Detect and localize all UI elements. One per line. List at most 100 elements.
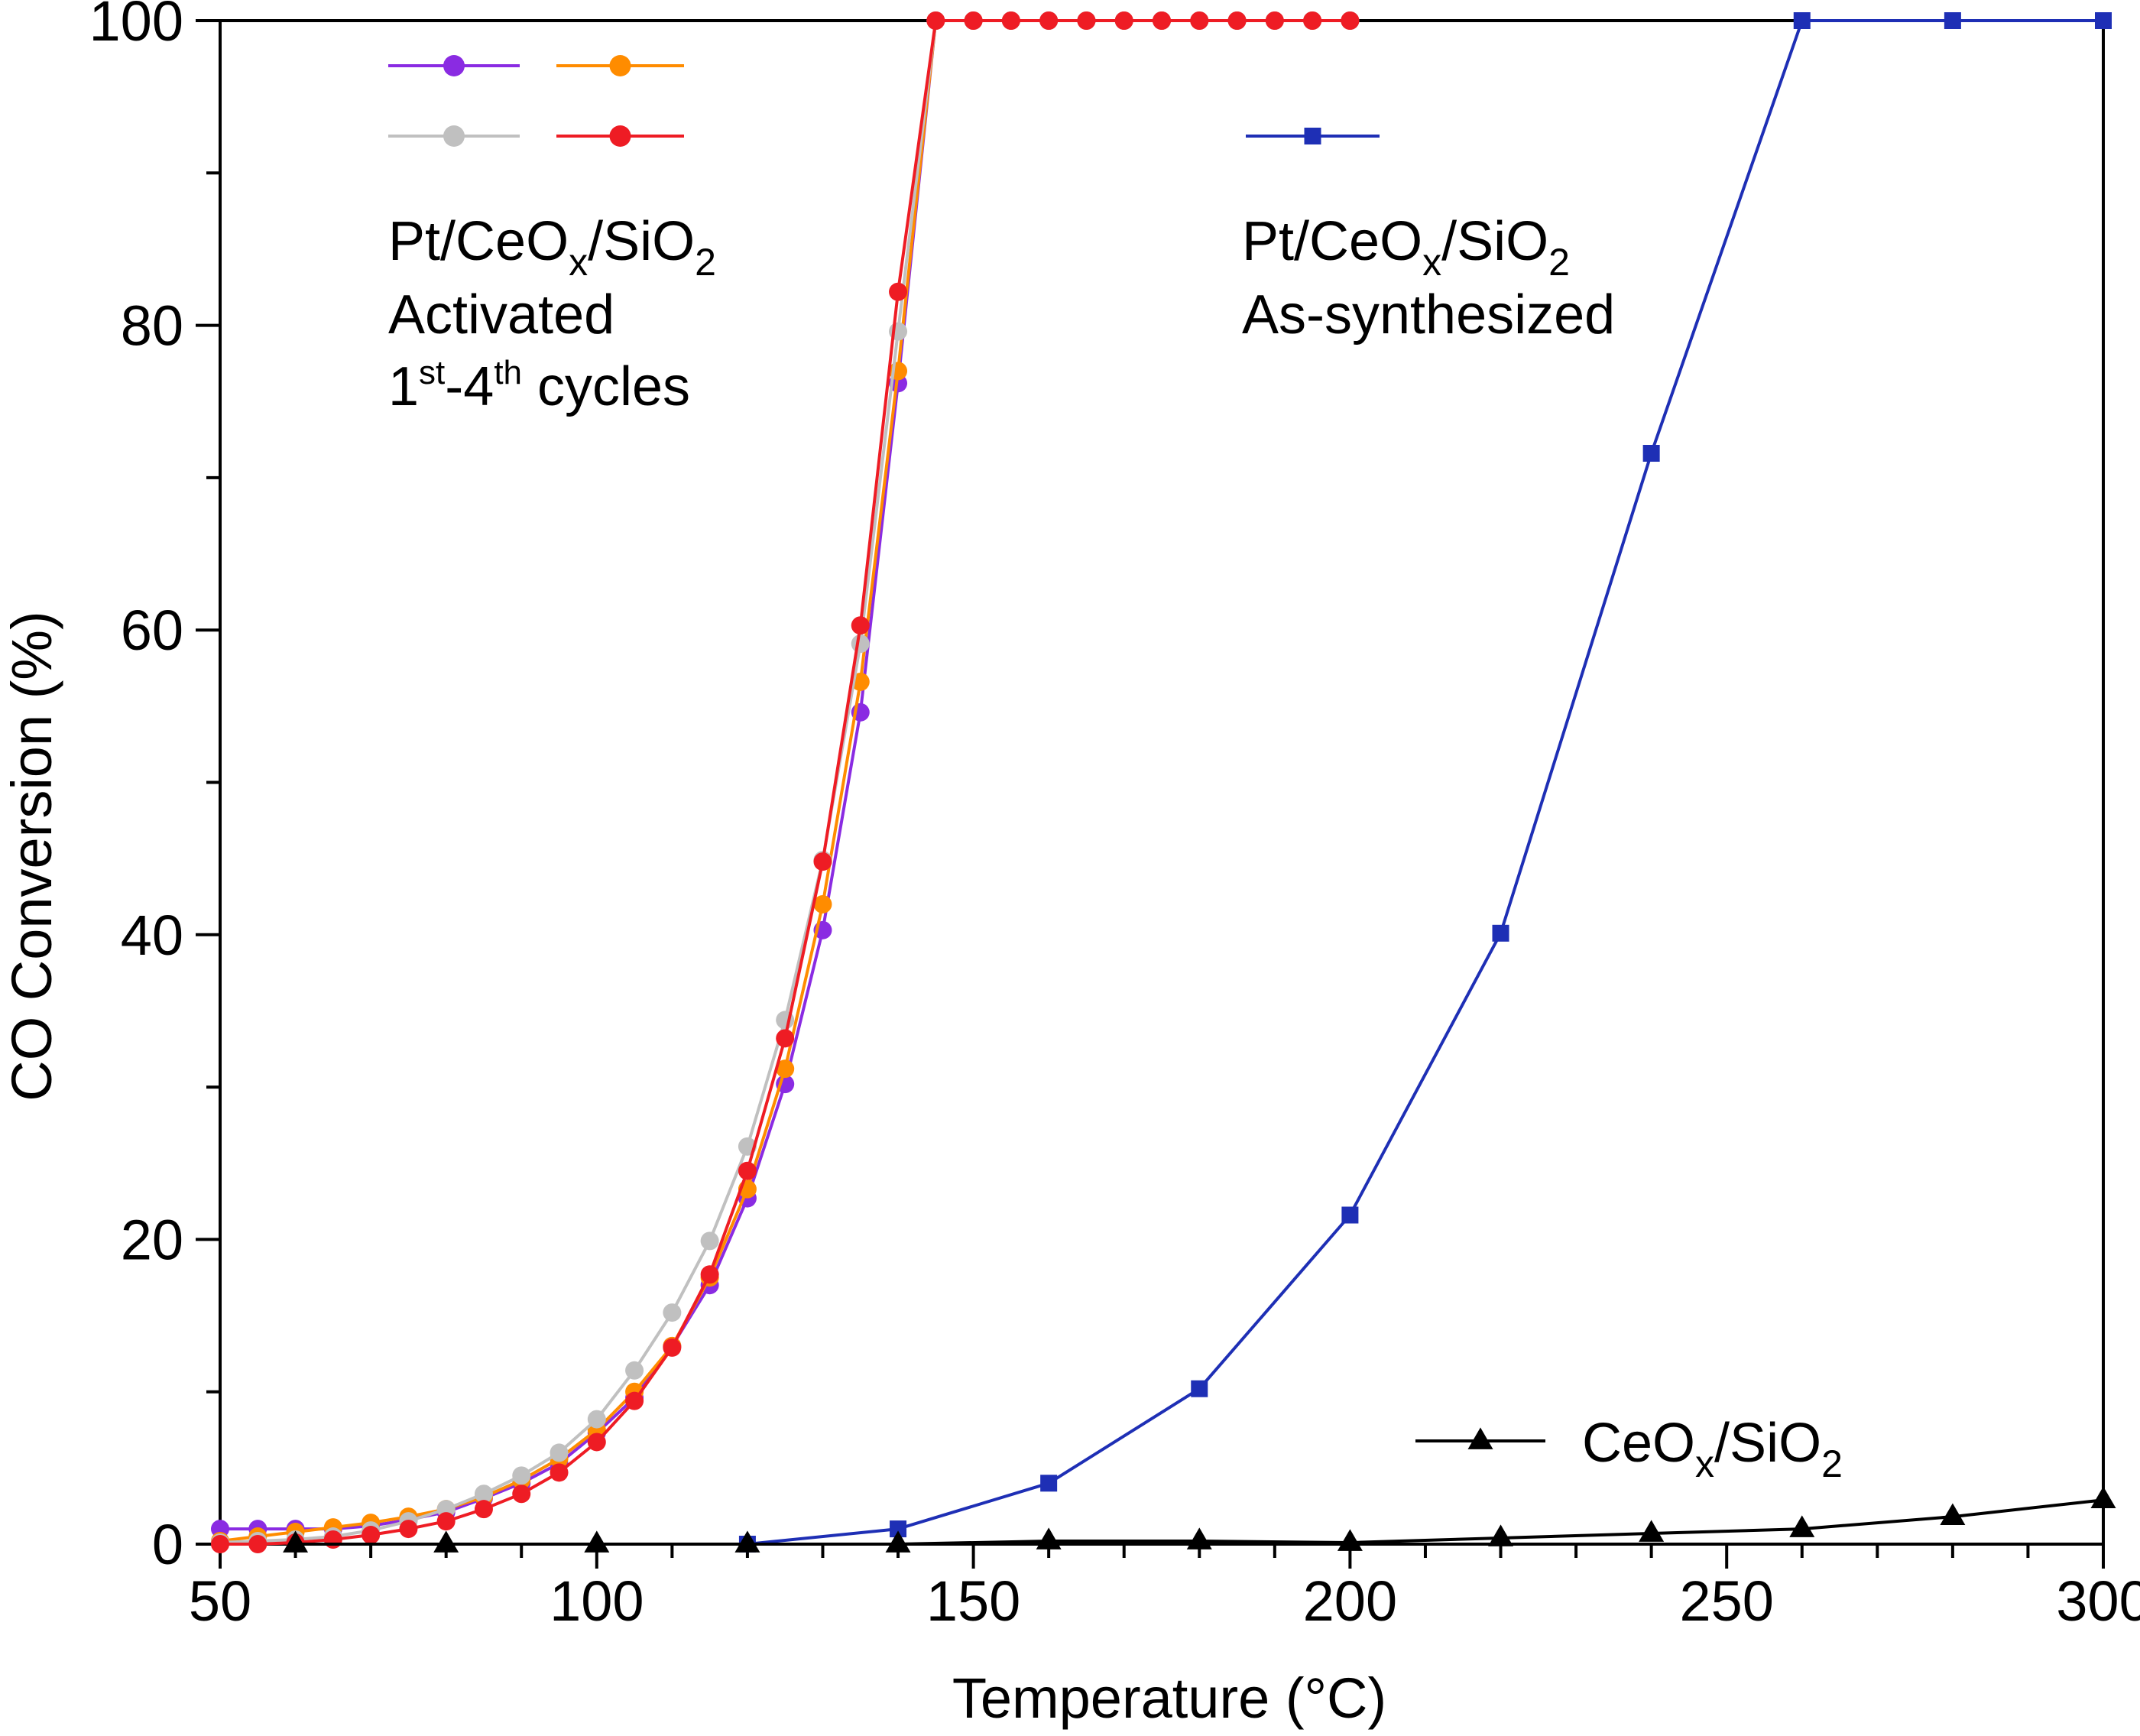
data-point-cycle4: [851, 616, 870, 635]
data-point-cycle4: [1190, 11, 1209, 30]
x-tick-label: 250: [1679, 1569, 1773, 1633]
data-point-cycle4: [889, 282, 908, 301]
data-point-cycle2: [776, 1059, 795, 1079]
x-axis-title: Temperature (°C): [952, 1666, 1386, 1730]
data-point-as_synthesized: [1492, 924, 1509, 942]
data-point-cycle3: [512, 1466, 531, 1485]
data-point-support: [1337, 1529, 1363, 1551]
x-tick-label: 50: [189, 1569, 251, 1633]
data-point-cycle4: [399, 1520, 418, 1539]
data-point-cycle4: [964, 11, 983, 30]
data-point-as_synthesized: [890, 1520, 907, 1538]
data-point-cycle4: [1341, 11, 1360, 30]
legend-item-support: [1415, 1427, 1545, 1449]
data-point-support: [1488, 1524, 1514, 1546]
data-point-cycle4: [436, 1512, 456, 1531]
x-tick-label: 200: [1303, 1569, 1397, 1633]
data-point-as_synthesized: [1944, 12, 1961, 29]
data-point-cycle4: [813, 852, 832, 871]
data-point-support: [283, 1530, 309, 1553]
data-point-cycle4: [625, 1391, 644, 1410]
series-cycle1: [211, 11, 1360, 1539]
series-cycle3: [211, 11, 1360, 1553]
series-layer: [211, 11, 2116, 1553]
y-axis-title: CO Conversion (%): [0, 611, 63, 1102]
y-tick-label: 60: [121, 599, 183, 662]
annotation-activated-line3: 1st-4th cycles: [388, 354, 690, 417]
data-point-cycle4: [776, 1029, 795, 1048]
series-line-as_synthesized: [747, 19, 2103, 1546]
data-point-as_synthesized: [1341, 1206, 1359, 1224]
y-tick-label: 100: [89, 0, 183, 53]
y-tick-label: 0: [152, 1513, 183, 1576]
data-point-cycle4: [474, 1500, 493, 1519]
data-point-as_synthesized: [1191, 1380, 1208, 1397]
data-point-support: [584, 1530, 610, 1553]
data-point-cycle4: [1303, 11, 1322, 30]
x-tick-label: 100: [550, 1569, 644, 1633]
legend-marker-cycle3: [443, 125, 465, 147]
series-support: [283, 1486, 2116, 1553]
axes: 50 100 150 200 250 300 0 20 40 60 80 100: [89, 0, 2140, 1633]
data-point-cycle4: [587, 1433, 606, 1452]
legend-label-support: CeOx/SiO2: [1582, 1413, 1843, 1485]
data-point-as_synthesized: [1040, 1475, 1058, 1492]
x-tick-label: 150: [926, 1569, 1020, 1633]
legend-item-cycle3: [388, 125, 520, 147]
data-point-support: [1639, 1520, 1665, 1542]
data-point-support: [885, 1530, 911, 1553]
data-point-support: [734, 1530, 760, 1553]
data-point-cycle3: [851, 634, 870, 654]
data-point-cycle2: [813, 894, 832, 913]
data-point-support: [1036, 1527, 1062, 1549]
data-point-support: [2090, 1486, 2116, 1509]
annotation-activated-line1: Pt/CeOx/SiO2: [388, 211, 716, 284]
series-cycle2: [211, 11, 1360, 1551]
data-point-support: [1940, 1503, 1966, 1525]
data-point-cycle4: [1114, 11, 1133, 30]
data-point-cycle4: [1001, 11, 1020, 30]
legend-item-cycle2: [556, 55, 684, 76]
data-point-cycle3: [587, 1410, 606, 1429]
legend-marker-as_synthesized: [1304, 128, 1321, 144]
series-cycle4: [211, 11, 1360, 1553]
legend-marker-cycle4: [609, 125, 631, 147]
data-point-cycle3: [625, 1361, 644, 1380]
data-point-cycle4: [211, 1535, 229, 1553]
data-point-support: [433, 1530, 459, 1553]
data-point-cycle3: [550, 1443, 569, 1462]
x-tick-label: 300: [2056, 1569, 2140, 1633]
legend: [388, 55, 1545, 1449]
data-point-cycle4: [700, 1265, 719, 1284]
legend-item-cycle1: [388, 55, 520, 76]
data-point-cycle4: [550, 1463, 569, 1482]
y-tick-label: 20: [121, 1208, 183, 1271]
y-tick-label: 40: [121, 904, 183, 967]
annotation-as-synthesized-line1: Pt/CeOx/SiO2: [1242, 211, 1570, 284]
annotation-activated-line2: Activated: [388, 284, 614, 346]
data-point-cycle3: [663, 1303, 682, 1322]
data-point-support: [1186, 1527, 1212, 1549]
data-point-cycle4: [323, 1530, 342, 1549]
data-point-cycle4: [1077, 11, 1096, 30]
data-point-cycle4: [738, 1161, 757, 1180]
legend-marker-cycle1: [443, 55, 465, 76]
legend-item-as_synthesized: [1246, 128, 1380, 144]
data-point-cycle4: [1265, 11, 1284, 30]
data-point-cycle4: [663, 1338, 682, 1357]
data-point-cycle4: [248, 1535, 268, 1553]
data-point-cycle4: [1039, 11, 1059, 30]
data-point-as_synthesized: [1642, 445, 1660, 462]
data-point-support: [1789, 1515, 1815, 1537]
annotation-as-synthesized-line2: As-synthesized: [1242, 284, 1615, 346]
legend-item-cycle4: [556, 125, 684, 147]
data-point-as_synthesized: [2095, 12, 2112, 29]
data-point-cycle3: [474, 1485, 493, 1504]
y-tick-label: 80: [121, 294, 183, 358]
data-point-as_synthesized: [1793, 12, 1811, 29]
data-point-cycle4: [512, 1485, 531, 1504]
data-point-cycle4: [1227, 11, 1247, 30]
legend-marker-cycle2: [609, 55, 631, 76]
data-point-cycle3: [700, 1231, 719, 1251]
